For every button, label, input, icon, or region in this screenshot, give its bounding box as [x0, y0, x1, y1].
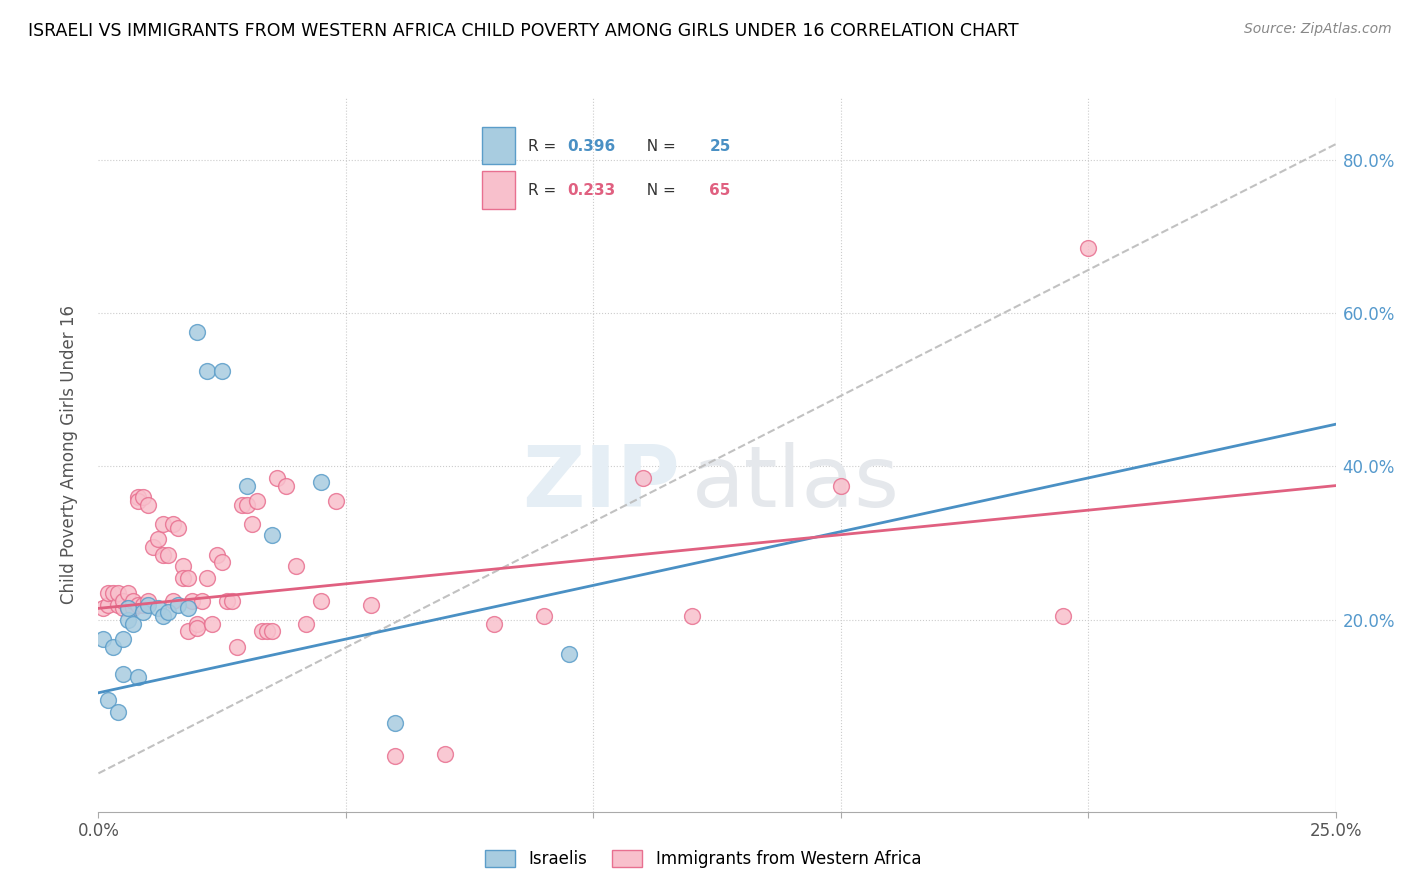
- Point: [107, 586, 129, 600]
- Point: [250, 624, 273, 639]
- Point: [285, 559, 308, 574]
- Point: [176, 571, 198, 585]
- Point: [260, 624, 283, 639]
- Point: [156, 548, 179, 562]
- Point: [172, 571, 194, 585]
- Point: [117, 601, 139, 615]
- Point: [309, 475, 332, 489]
- Y-axis label: Child Poverty Among Girls Under 16: Child Poverty Among Girls Under 16: [59, 305, 77, 605]
- Point: [97, 598, 120, 612]
- Point: [146, 533, 169, 547]
- Point: [93, 632, 115, 646]
- Point: [107, 705, 129, 719]
- Point: [266, 471, 288, 485]
- Point: [152, 548, 174, 562]
- Text: ZIP: ZIP: [522, 442, 681, 525]
- Point: [226, 640, 249, 654]
- Point: [97, 693, 120, 707]
- Point: [162, 516, 184, 531]
- Point: [830, 478, 852, 492]
- Point: [166, 598, 188, 612]
- Point: [112, 632, 135, 646]
- Legend: Israelis, Immigrants from Western Africa: Israelis, Immigrants from Western Africa: [478, 843, 928, 875]
- Point: [1077, 241, 1099, 255]
- Text: Source: ZipAtlas.com: Source: ZipAtlas.com: [1244, 22, 1392, 37]
- Point: [136, 598, 159, 612]
- Text: atlas: atlas: [692, 442, 900, 525]
- Point: [172, 559, 194, 574]
- Point: [127, 490, 149, 504]
- Point: [240, 516, 263, 531]
- Point: [122, 593, 145, 607]
- Point: [533, 609, 555, 624]
- Point: [360, 598, 382, 612]
- Point: [186, 621, 208, 635]
- Point: [93, 601, 115, 615]
- Point: [325, 494, 347, 508]
- Point: [236, 478, 259, 492]
- Point: [231, 498, 253, 512]
- Point: [295, 616, 318, 631]
- Point: [236, 498, 259, 512]
- Point: [484, 616, 506, 631]
- Point: [205, 548, 228, 562]
- Point: [191, 593, 214, 607]
- Point: [127, 494, 149, 508]
- Text: ISRAELI VS IMMIGRANTS FROM WESTERN AFRICA CHILD POVERTY AMONG GIRLS UNDER 16 COR: ISRAELI VS IMMIGRANTS FROM WESTERN AFRIC…: [28, 22, 1019, 40]
- Point: [246, 494, 269, 508]
- Point: [195, 363, 218, 377]
- Point: [132, 490, 155, 504]
- Point: [152, 609, 174, 624]
- Point: [122, 616, 145, 631]
- Point: [117, 613, 139, 627]
- Point: [433, 747, 456, 761]
- Point: [103, 586, 125, 600]
- Point: [117, 601, 139, 615]
- Point: [211, 363, 233, 377]
- Point: [162, 593, 184, 607]
- Point: [631, 471, 654, 485]
- Point: [152, 516, 174, 531]
- Point: [176, 601, 198, 615]
- Point: [122, 601, 145, 615]
- Point: [276, 478, 298, 492]
- Point: [112, 601, 135, 615]
- Point: [201, 616, 224, 631]
- Point: [127, 670, 149, 684]
- Point: [260, 528, 283, 542]
- Point: [1052, 609, 1074, 624]
- Point: [136, 498, 159, 512]
- Point: [217, 593, 239, 607]
- Point: [112, 666, 135, 681]
- Point: [156, 605, 179, 619]
- Point: [136, 593, 159, 607]
- Point: [195, 571, 218, 585]
- Point: [384, 716, 406, 731]
- Point: [127, 598, 149, 612]
- Point: [117, 586, 139, 600]
- Point: [166, 521, 188, 535]
- Point: [146, 601, 169, 615]
- Point: [384, 749, 406, 764]
- Point: [112, 593, 135, 607]
- Point: [132, 605, 155, 619]
- Point: [107, 598, 129, 612]
- Point: [142, 540, 165, 554]
- Point: [681, 609, 703, 624]
- Point: [176, 624, 198, 639]
- Point: [186, 325, 208, 339]
- Point: [211, 555, 233, 569]
- Point: [186, 616, 208, 631]
- Point: [221, 593, 243, 607]
- Point: [181, 593, 204, 607]
- Point: [256, 624, 278, 639]
- Point: [309, 593, 332, 607]
- Point: [103, 640, 125, 654]
- Point: [132, 598, 155, 612]
- Point: [557, 648, 579, 662]
- Point: [97, 586, 120, 600]
